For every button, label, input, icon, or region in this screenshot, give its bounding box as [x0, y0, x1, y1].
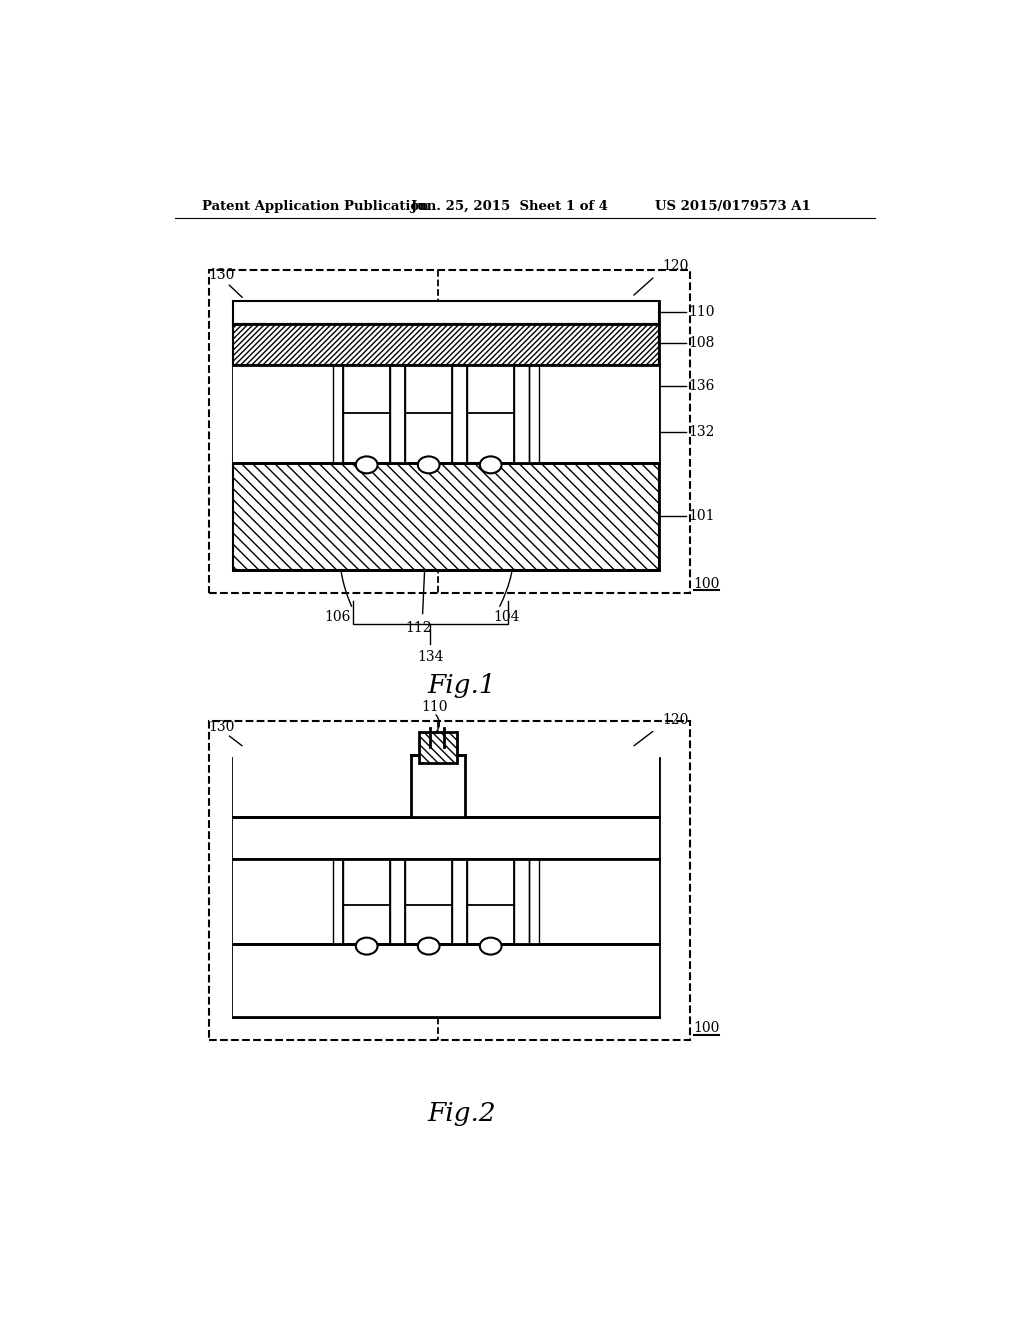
Text: 102: 102	[416, 437, 442, 450]
Text: 108: 108	[688, 337, 715, 350]
Text: 120: 120	[663, 714, 689, 727]
Text: Patent Application Publication: Patent Application Publication	[202, 201, 428, 214]
Bar	[232, 755, 658, 1016]
Bar	[514, 859, 529, 944]
Bar	[343, 413, 390, 462]
Text: Jun. 25, 2015  Sheet 1 of 4: Jun. 25, 2015 Sheet 1 of 4	[411, 201, 608, 214]
Bar	[334, 859, 343, 944]
Bar	[406, 859, 452, 906]
Bar	[390, 859, 406, 944]
Bar	[539, 859, 658, 944]
Text: 106: 106	[324, 610, 350, 623]
Bar	[232, 301, 658, 323]
Ellipse shape	[418, 937, 439, 954]
Bar	[343, 364, 390, 412]
Bar	[232, 323, 658, 364]
Bar	[452, 364, 467, 462]
Bar	[406, 859, 452, 944]
Text: 130: 130	[208, 719, 234, 734]
Bar	[232, 755, 658, 817]
Bar	[343, 859, 390, 944]
Bar	[406, 906, 452, 944]
Bar	[406, 413, 452, 462]
Bar	[419, 733, 458, 763]
Bar	[232, 817, 658, 859]
Text: US 2015/0179573 A1: US 2015/0179573 A1	[655, 201, 811, 214]
Bar	[334, 859, 343, 944]
Bar	[467, 859, 514, 944]
Text: 132: 132	[688, 425, 715, 438]
Bar	[467, 364, 514, 412]
Bar	[343, 906, 390, 944]
Ellipse shape	[480, 937, 502, 954]
Bar	[514, 859, 529, 944]
Bar	[452, 859, 467, 944]
Bar	[467, 413, 514, 462]
Bar	[452, 364, 467, 462]
Bar	[467, 906, 514, 944]
Text: 110: 110	[688, 305, 715, 319]
Text: 100: 100	[693, 1022, 720, 1035]
Text: 101: 101	[688, 510, 715, 524]
Bar	[539, 364, 658, 462]
Bar	[209, 271, 690, 594]
Ellipse shape	[418, 457, 439, 474]
Text: 102: 102	[416, 964, 442, 978]
Bar	[465, 755, 658, 817]
Bar	[334, 364, 343, 462]
Bar	[390, 364, 406, 462]
Text: 134: 134	[417, 651, 443, 664]
Bar	[232, 755, 411, 817]
Text: 100: 100	[693, 577, 720, 591]
Ellipse shape	[480, 457, 502, 474]
Bar	[232, 859, 334, 944]
Text: 120: 120	[663, 259, 689, 273]
Bar	[232, 944, 658, 1016]
Bar	[209, 721, 690, 1040]
Bar	[334, 364, 343, 462]
Bar	[529, 364, 539, 462]
Bar	[452, 859, 467, 944]
Bar	[529, 859, 539, 944]
Bar	[529, 364, 539, 462]
Bar	[467, 859, 514, 906]
Text: 130: 130	[208, 268, 234, 282]
Ellipse shape	[356, 457, 378, 474]
Bar	[343, 859, 390, 906]
Bar	[232, 364, 334, 462]
Bar	[529, 859, 539, 944]
Bar	[467, 364, 514, 462]
Bar	[232, 301, 658, 570]
Ellipse shape	[356, 937, 378, 954]
Text: 112: 112	[406, 622, 432, 635]
Bar	[343, 364, 390, 462]
Bar	[406, 364, 452, 462]
Bar	[406, 364, 452, 412]
Text: Fig.1: Fig.1	[427, 673, 496, 698]
Bar	[514, 364, 529, 462]
Bar	[390, 364, 406, 462]
Text: Fig.2: Fig.2	[427, 1101, 496, 1126]
Bar	[390, 859, 406, 944]
Text: 136: 136	[688, 379, 715, 392]
Text: 110: 110	[421, 700, 447, 714]
Bar	[514, 364, 529, 462]
Bar	[411, 755, 465, 817]
Text: 104: 104	[493, 610, 519, 623]
Bar	[232, 462, 658, 570]
Bar	[232, 364, 658, 462]
